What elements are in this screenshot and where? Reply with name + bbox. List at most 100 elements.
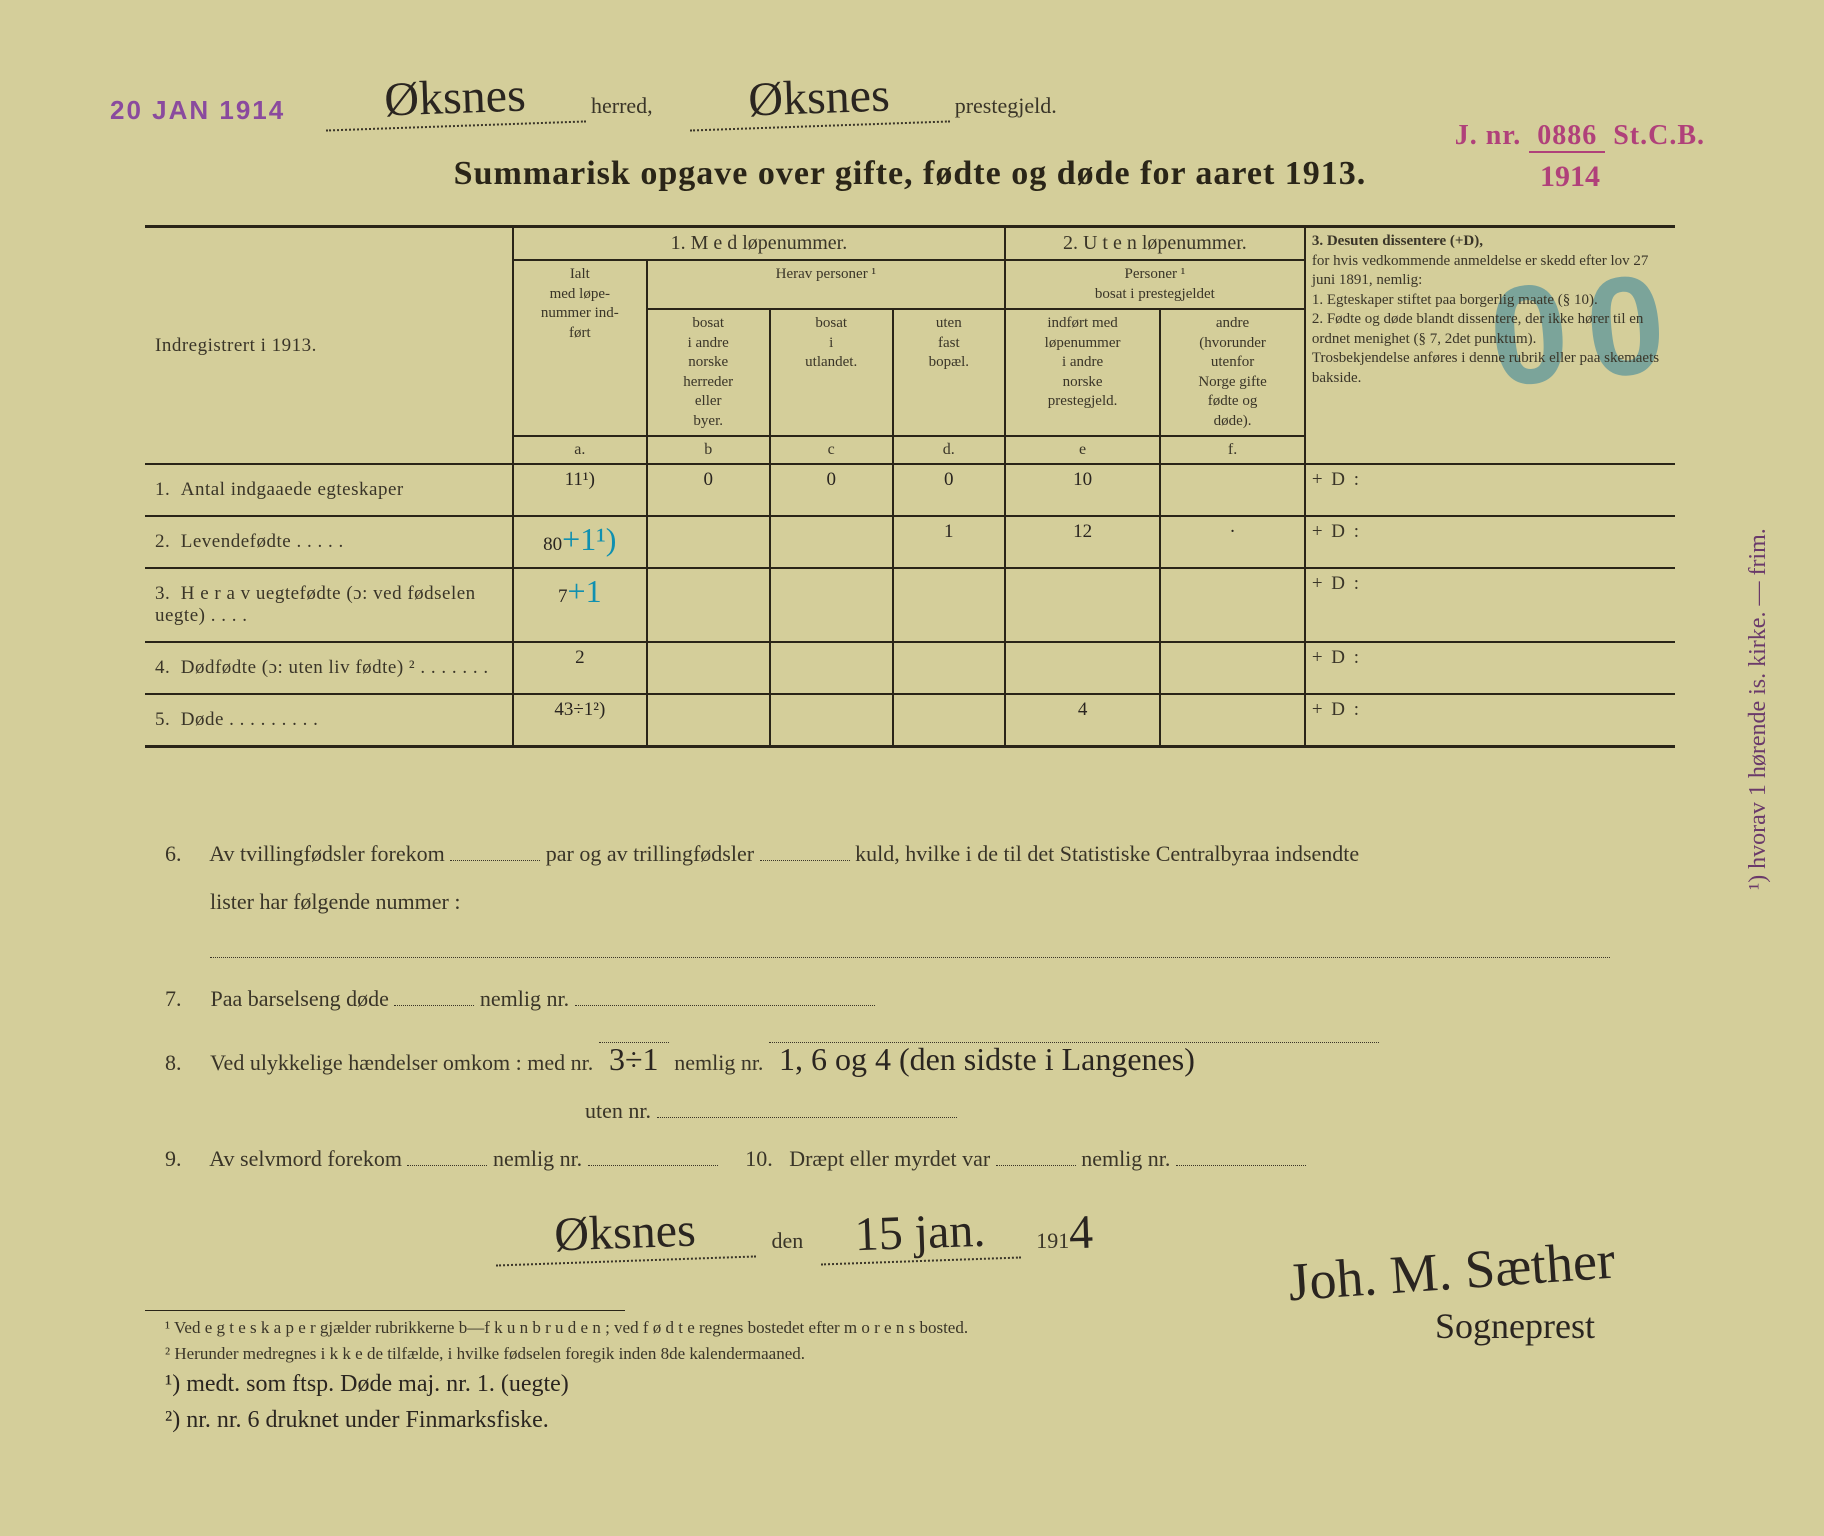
cell-e: 12 [1005,516,1160,568]
sig-place: Øksnes [494,1200,756,1266]
cell-b: 0 [647,464,770,516]
nemlig-label: nemlig nr. [480,986,569,1011]
margin-note: ¹) hvorav 1 hørende is. kirke. — frim. [1745,490,1772,890]
letter-d: d. [893,436,1005,464]
table-row: 5. Døde . . . . . . . . . 43÷1²) 4 + D : [145,694,1675,748]
sig-den: den [772,1228,804,1253]
prestegjeld-label: prestegjeld. [955,93,1057,118]
cell-a: 11¹) [513,464,647,516]
row-num: 2. [155,531,170,552]
cell-c: 0 [770,464,893,516]
cell-d [893,694,1005,748]
page-title: Summarisk opgave over gifte, fødte og dø… [75,155,1745,193]
footnotes: ¹ Ved e g t e s k a p e r gjælder rubrik… [165,1315,1265,1438]
cell-b [647,642,770,694]
journal-suffix: St.C.B. [1613,120,1705,151]
prestegjeld-value: Øksnes [688,65,950,131]
col-f: andre (hvorunder utenfor Norge gifte fød… [1160,309,1305,436]
letter-c: c [770,436,893,464]
cell-d: 1 [893,516,1005,568]
table-row: 1. Antal indgaaede egteskaper 11¹) 0 0 0… [145,464,1675,516]
cell-b [647,568,770,642]
cell-a: 2 [513,642,647,694]
col-d: uten fast bopæl. [893,309,1005,436]
cell-e [1005,568,1160,642]
footnote-2: ² Herunder medregnes i k k e de tilfælde… [165,1341,1265,1367]
col-c: bosat i utlandet. [770,309,893,436]
uten-header: Personer ¹ bosat i prestegjeldet [1005,260,1305,309]
cell-e [1005,642,1160,694]
cell-g: + D : [1305,568,1675,642]
cell-c [770,568,893,642]
q6-a: Av tvillingfødsler forekom [209,841,444,866]
cell-b [647,516,770,568]
q6-b: par og av trillingfødsler [546,841,754,866]
col3-header: 3. Desuten dissentere (+D), for hvis ved… [1305,225,1675,464]
col-e: indført med løpenummer i andre norske pr… [1005,309,1160,436]
q6-c: kuld, hvilke i de til det Statistiske Ce… [855,841,1359,866]
cell-c [770,694,893,748]
q8-val2: 1, 6 og 4 (den sidste i Langenes) [769,1024,1379,1043]
footnote-hand2: ²) nr. nr. 6 druknet under Finmarksfiske… [165,1402,1265,1438]
cell-c [770,516,893,568]
col-b: bosat i andre norske herreder eller byer… [647,309,770,436]
q10: Dræpt eller myrdet var [789,1146,990,1171]
journal-stamp: J. nr. 0886 St.C.B. [1455,120,1705,152]
row-num: 1. [155,479,170,500]
signature-line: Øksnes den 15 jan. 1914 [495,1205,1093,1262]
herred-value: Øksnes [324,65,586,131]
row-label: H e r a v uegtefødte (ɔ: ved fødselen ue… [155,583,476,626]
col3-title: 3. Desuten dissentere (+D), [1312,233,1483,249]
sig-year-digit: 4 [1068,1205,1094,1261]
row-label: Levendefødte . . . . . [181,531,344,552]
header-line: Øksnes herred, Øksnes prestegjeld. [325,70,1425,127]
nemlig-label: nemlig nr. [1081,1146,1170,1171]
signature-role: Sogneprest [1435,1305,1595,1347]
row-num: 3. [155,583,170,604]
cell-a: 7+1 [513,568,647,642]
q8-uten: uten nr. [585,1098,651,1123]
letter-e: e [1005,436,1160,464]
cell-d: 0 [893,464,1005,516]
letter-f: f. [1160,436,1305,464]
letter-a: a. [513,436,647,464]
nemlig-label: nemlig nr. [674,1050,763,1075]
cell-f [1160,464,1305,516]
cell-a: 43÷1²) [513,694,647,748]
row-label: Døde . . . . . . . . . [181,709,319,730]
journal-number: 0886 [1529,120,1605,153]
cell-g: + D : [1305,642,1675,694]
cell-e: 4 [1005,694,1160,748]
left-header: Indregistrert i 1913. [145,225,513,464]
letter-b: b [647,436,770,464]
q8-val1: 3÷1 [599,1024,669,1043]
cell-g: + D : [1305,464,1675,516]
cell-f [1160,694,1305,748]
cell-f: · [1160,516,1305,568]
cell-a: 80+1¹) [513,516,647,568]
row-num: 5. [155,709,170,730]
footnote-1: ¹ Ved e g t e s k a p e r gjælder rubrik… [165,1315,1265,1341]
q7: Paa barselseng døde [211,986,389,1011]
ink-annotation: +1¹) [562,521,616,557]
table-row: 3. H e r a v uegtefødte (ɔ: ved fødselen… [145,568,1675,642]
main-table: Indregistrert i 1913. 1. M e d løpenumme… [145,225,1675,748]
table-row: 2. Levendefødte . . . . . 80+1¹) 1 12 · … [145,516,1675,568]
cell-f [1160,642,1305,694]
cell-d [893,642,1005,694]
cell-b [647,694,770,748]
row-label: Dødfødte (ɔ: uten liv fødte) ² . . . . .… [181,657,489,678]
cell-g: + D : [1305,694,1675,748]
row-label: Antal indgaaede egteskaper [181,479,404,500]
cell-f [1160,568,1305,642]
col3-body: for hvis vedkommende anmeldelse er skedd… [1312,253,1659,386]
q9: Av selvmord forekom [209,1146,402,1171]
ink-annotation: +1 [568,573,602,609]
q6-d: lister har følgende nummer : [210,889,460,914]
col1-header: 1. M e d løpenummer. [513,225,1005,260]
lower-section: 6. Av tvillingfødsler forekom par og av … [165,830,1645,1184]
col2-header: 2. U t e n løpenummer. [1005,225,1305,260]
ialt-header: Ialt med løpe- nummer ind- ført [513,260,647,436]
q8-a: Ved ulykkelige hændelser omkom : med nr. [210,1050,593,1075]
cell-e: 10 [1005,464,1160,516]
